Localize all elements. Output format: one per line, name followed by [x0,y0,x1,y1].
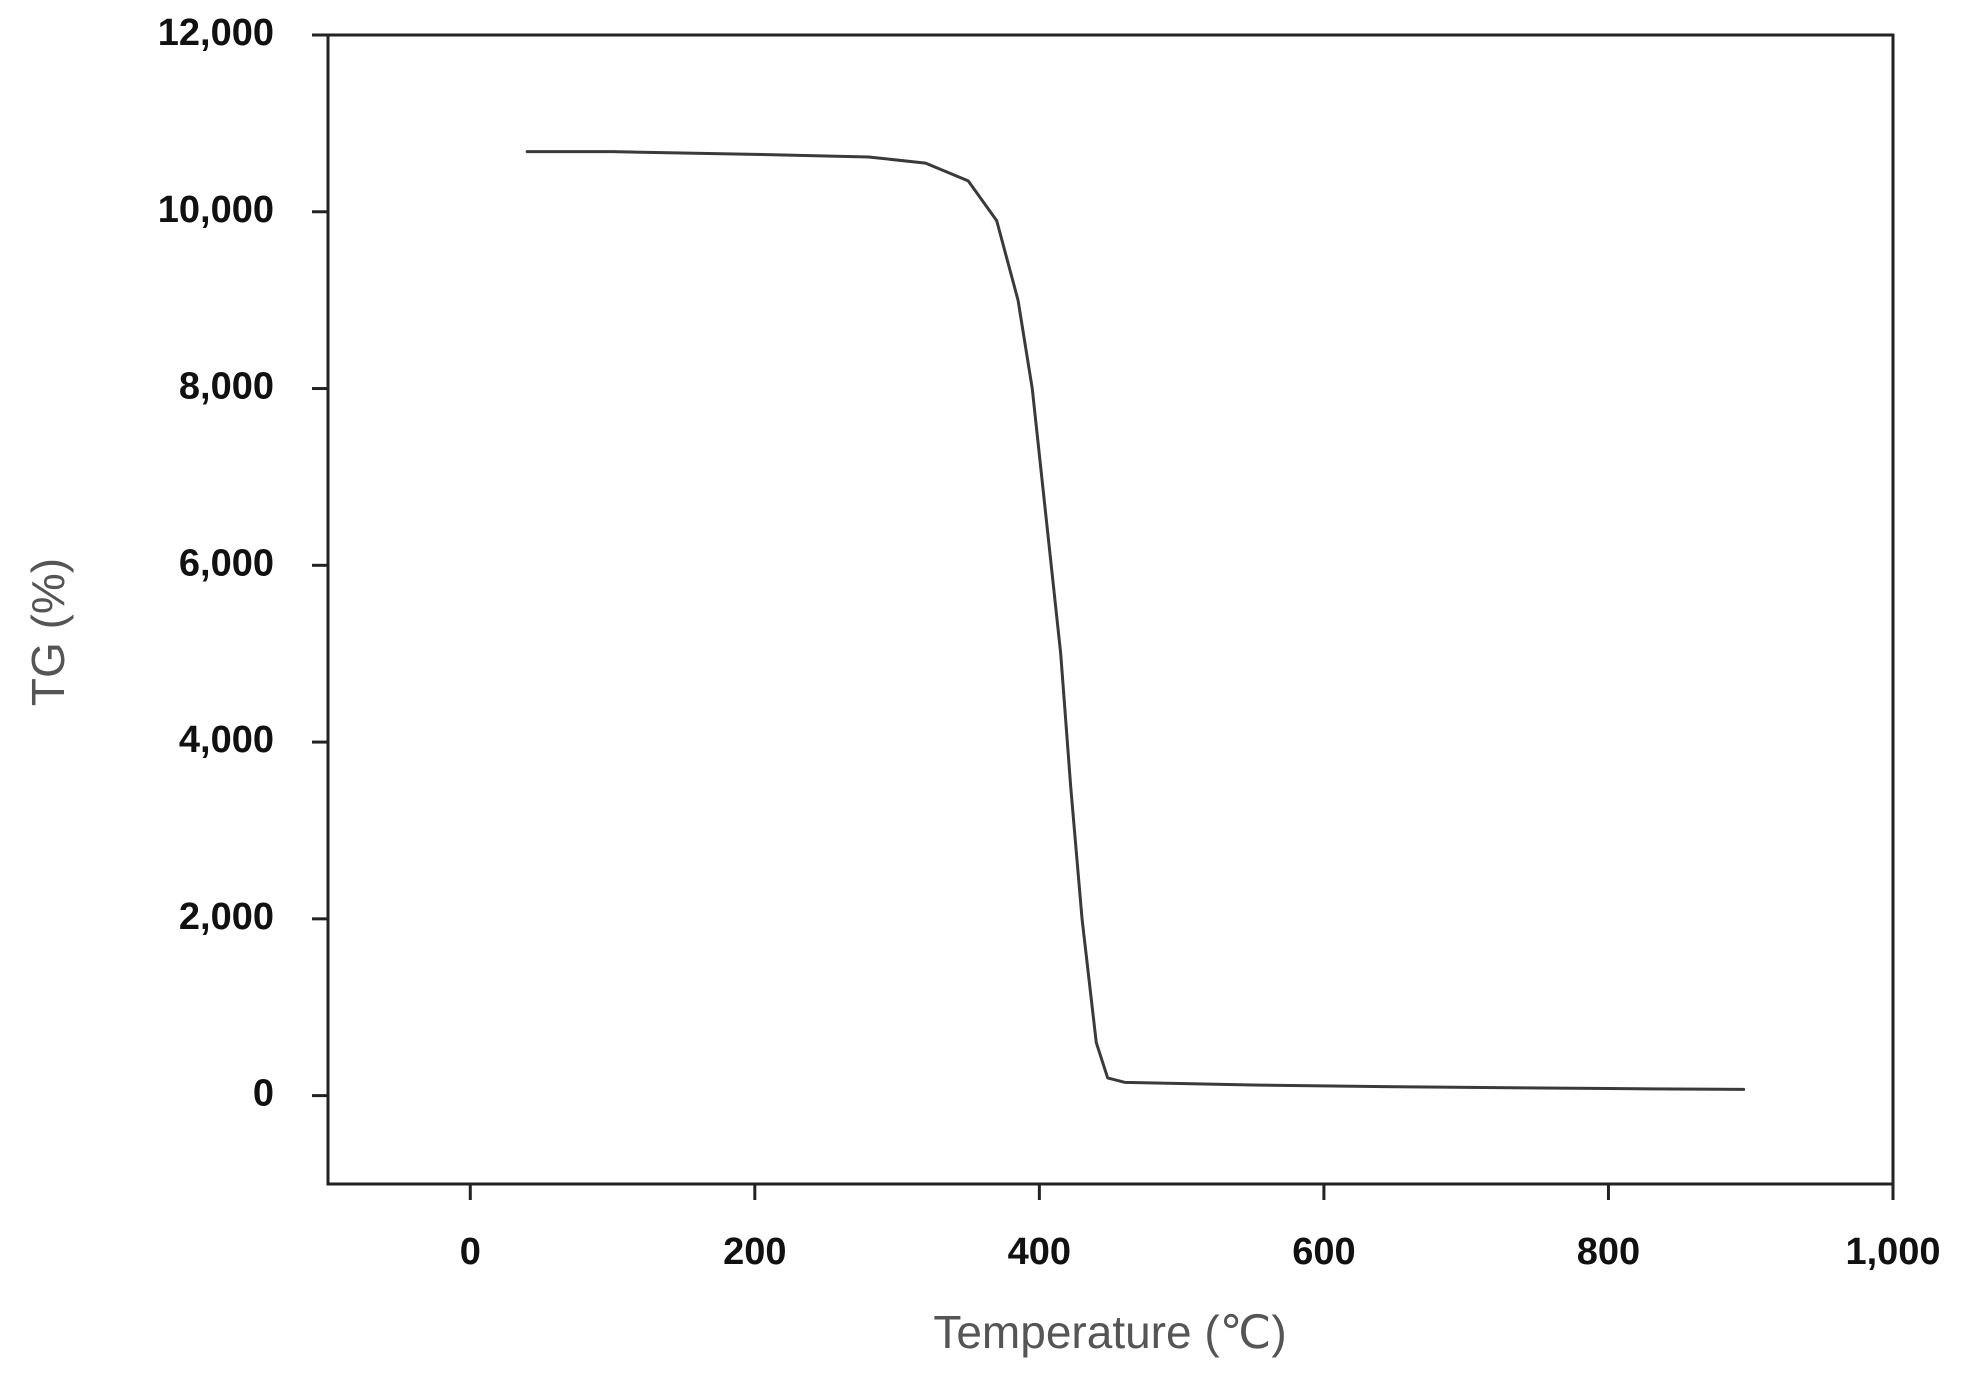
y-tick-label: 6,000 [179,542,274,584]
data-line [525,150,1746,1091]
x-tick-label: 800 [1577,1231,1640,1273]
y-tick-label: 4,000 [179,719,274,761]
y-tick-label: 2,000 [179,896,274,938]
y-tick-label: 10,000 [158,189,274,231]
y-tick-label: 0 [253,1073,274,1115]
x-tick-label: 400 [1008,1231,1071,1273]
y-tick-label: 8,000 [179,366,274,408]
x-tick-label: 600 [1292,1231,1355,1273]
x-tick-label: 200 [723,1231,786,1273]
x-axis-title: Temperature (℃) [933,1306,1286,1358]
y-axis-title: TG (%) [22,558,74,706]
y-tick-label: 12,000 [158,12,274,54]
plot-frame [326,33,1895,1186]
x-tick-label: 1,000 [1845,1231,1940,1273]
x-tick-label: 0 [460,1231,481,1273]
